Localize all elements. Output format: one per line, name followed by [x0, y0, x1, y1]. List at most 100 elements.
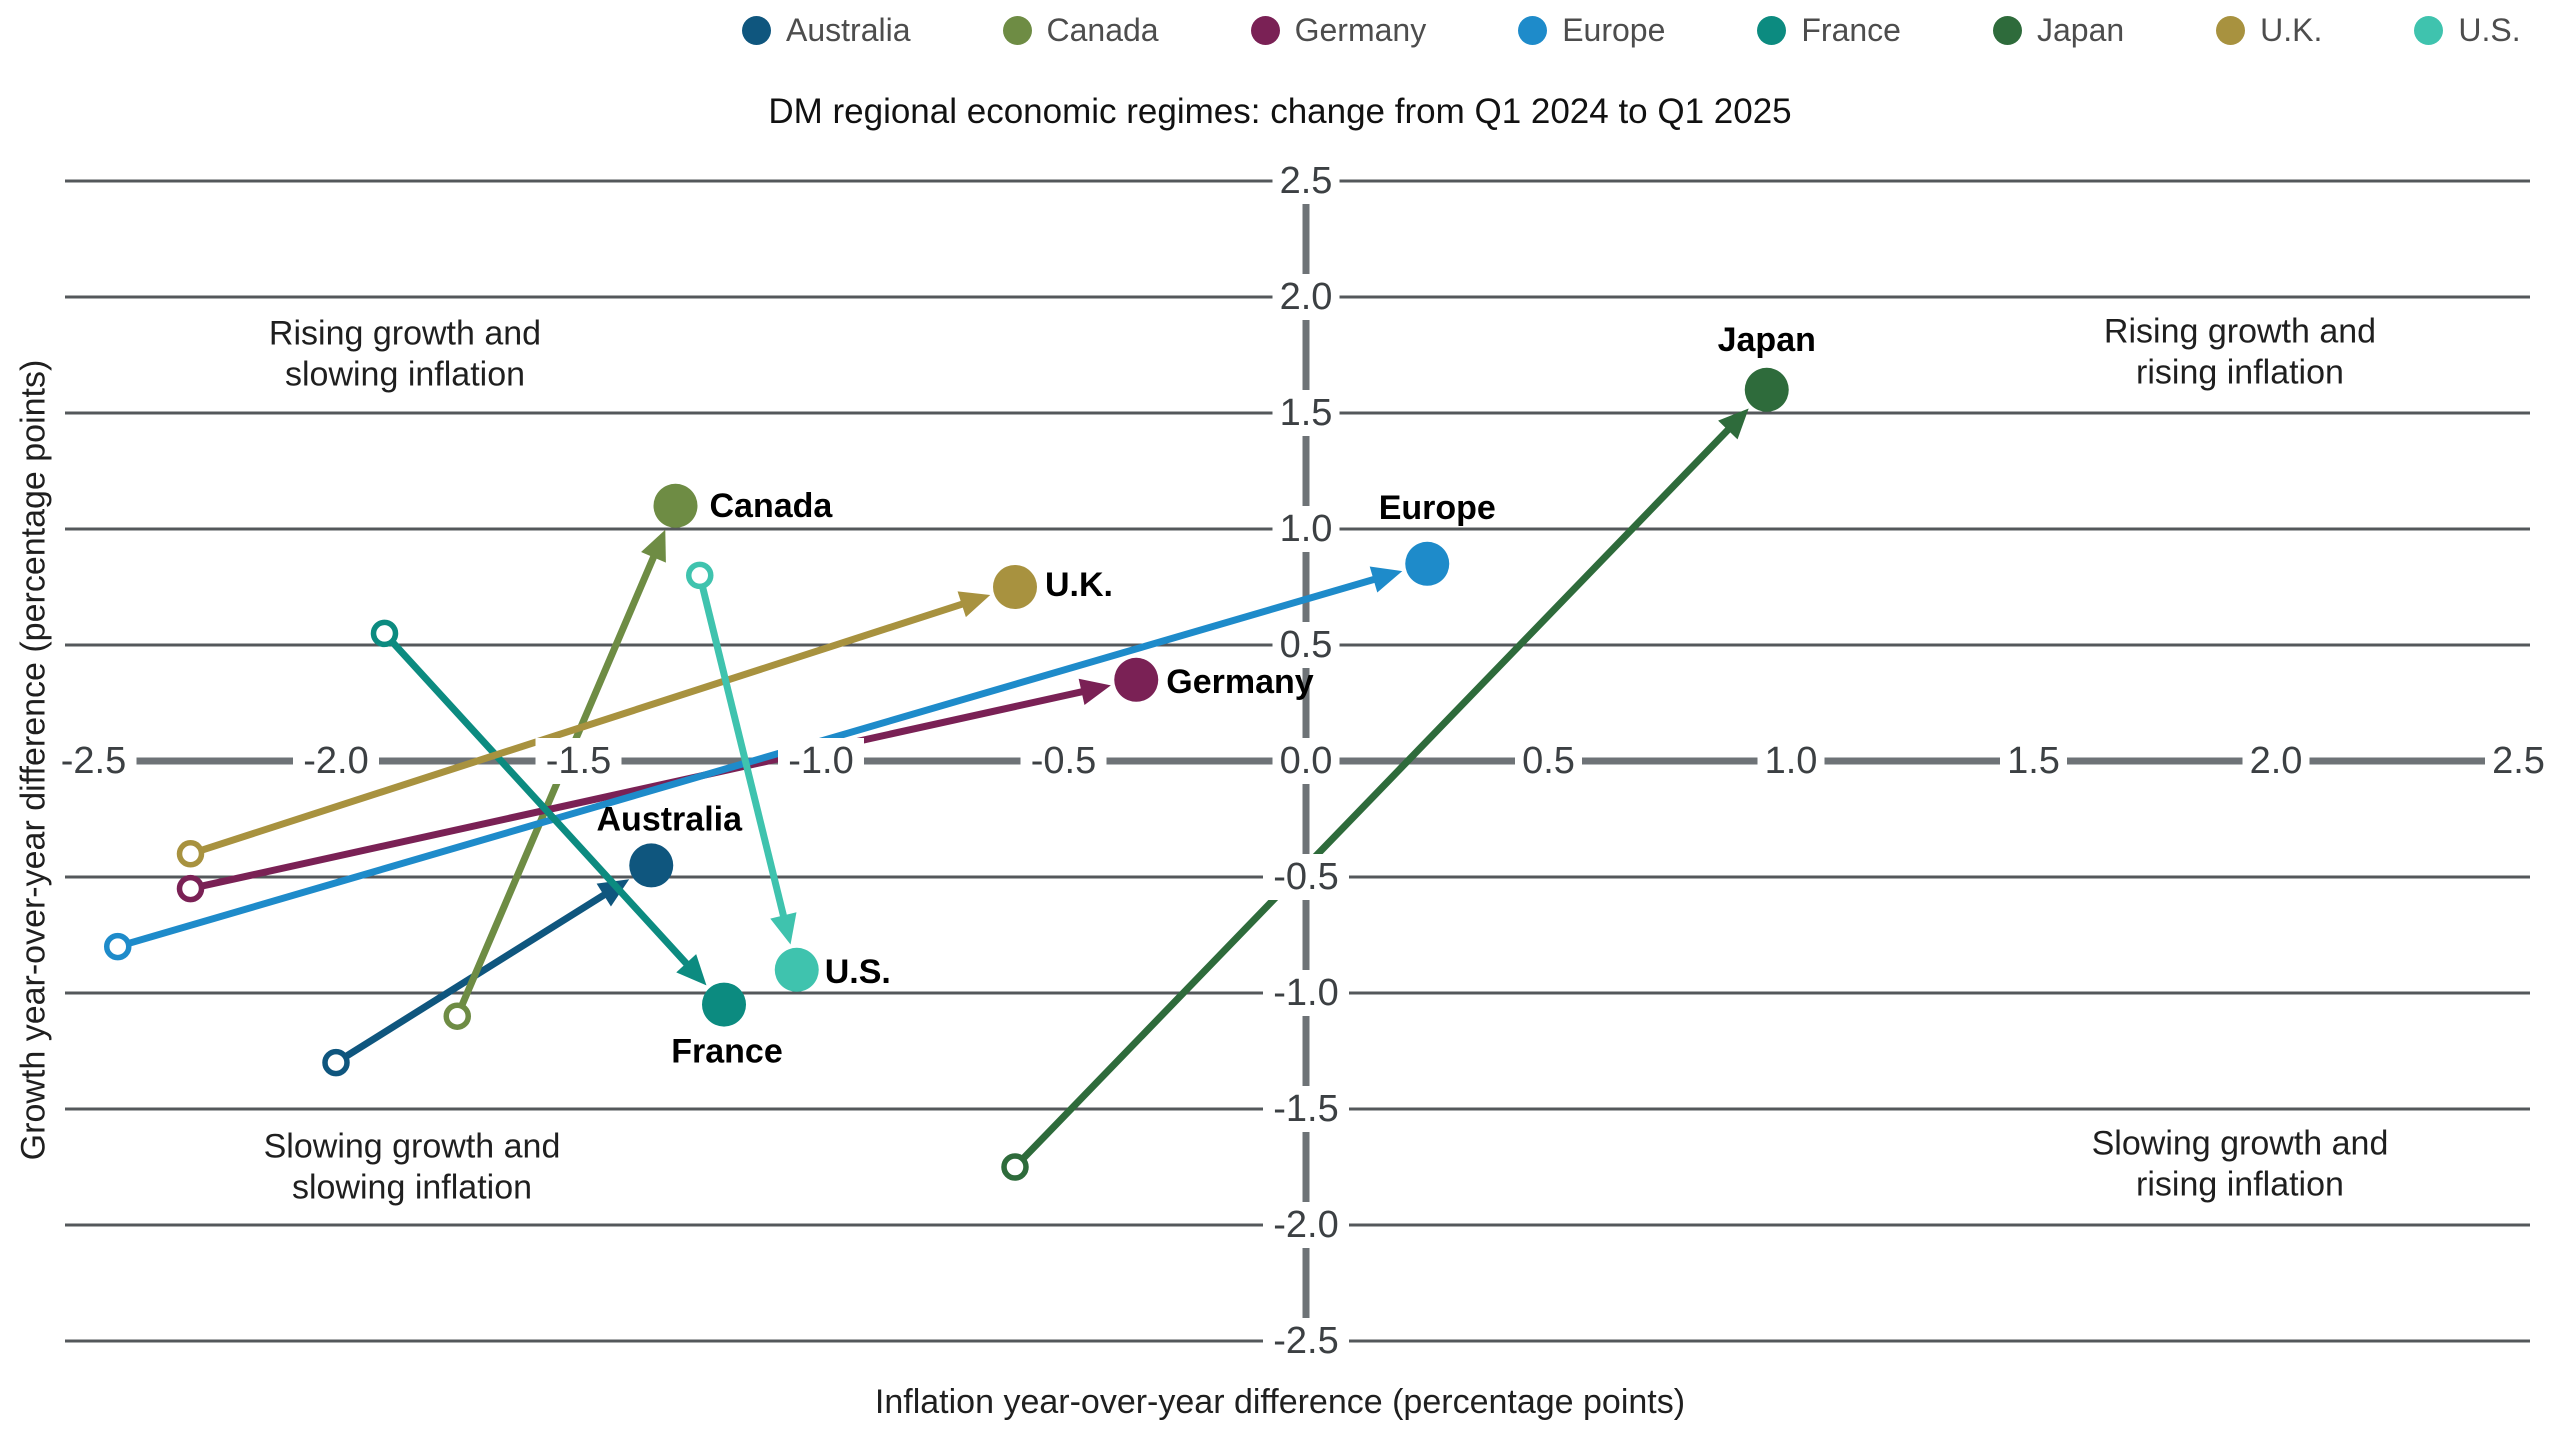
series-arrow-line-japan	[1012, 423, 1735, 1170]
legend-dot-icon	[742, 16, 771, 45]
x-tick-label-bg	[2485, 738, 2552, 784]
series-label-japan: Japan	[1718, 321, 1816, 359]
series-label-uk: U.K.	[1045, 566, 1113, 604]
series-arrowhead-uk	[957, 591, 991, 618]
series-label-germany: Germany	[1166, 663, 1313, 701]
point-australia-start	[322, 1048, 350, 1077]
y-tick-label-bg	[1272, 158, 1340, 204]
legend-dot-icon	[1002, 16, 1032, 45]
legend-label: France	[1801, 12, 1901, 48]
legend-label: U.S.	[2458, 12, 2521, 48]
y-tick-label-bg	[1272, 390, 1340, 436]
point-europe-start	[104, 932, 132, 961]
y-tick-label: -2.0	[1273, 1204, 1338, 1246]
x-tick-label-bg	[2000, 738, 2067, 784]
y-tick-label-bg	[1272, 622, 1340, 668]
x-tick-label: 1.0	[1765, 740, 1818, 782]
x-tick-label: 2.5	[2492, 740, 2545, 782]
y-tick-label: -0.5	[1273, 856, 1338, 898]
quadrant-label-top-left: Rising growth and slowing inflation	[269, 314, 541, 397]
x-tick-label: -2.0	[303, 740, 368, 782]
legend-dot-icon	[1992, 16, 2022, 45]
quadrant-label-top-right: Rising growth and rising inflation	[2104, 312, 2376, 395]
legend-label: Canada	[1046, 12, 1159, 48]
y-tick-label: 1.5	[1280, 392, 1333, 434]
series-arrowhead-us	[770, 912, 797, 945]
series-arrow-line-germany	[189, 687, 1089, 893]
series-label-canada: Canada	[710, 487, 834, 525]
legend-dot-icon	[1250, 16, 1280, 45]
x-tick-label-bg	[2242, 738, 2310, 784]
x-tick-label: -2.5	[61, 740, 126, 782]
x-tick-label: -0.5	[1031, 740, 1096, 782]
legend-dot-icon	[1518, 16, 1548, 45]
y-tick-label-bg	[1272, 506, 1340, 552]
series-arrowhead-europe	[1369, 566, 1403, 593]
x-tick-label-bg	[293, 738, 379, 784]
series-arrowhead-australia	[596, 879, 630, 907]
legend-item-us: U.S.	[2414, 12, 2521, 49]
legend-label: Germany	[1294, 12, 1427, 48]
legend-item-canada: Canada	[1002, 12, 1159, 49]
point-us-end	[774, 947, 819, 992]
x-tick-label-bg	[778, 738, 864, 784]
quadrant-label-line: Rising growth and	[268, 314, 542, 353]
point-germany-end	[1114, 657, 1159, 702]
y-tick-label-bg	[1263, 970, 1349, 1016]
point-france-start	[370, 619, 399, 648]
y-tick-label-bg	[1263, 1318, 1349, 1364]
point-canada-end	[653, 483, 698, 528]
point-europe-end	[1405, 541, 1450, 586]
y-axis-title: Growth year-over-year difference (percen…	[14, 359, 53, 1161]
y-tick-label-bg	[1263, 1086, 1349, 1132]
y-tick-label-bg	[1263, 1202, 1349, 1248]
series-arrowhead-japan	[1718, 408, 1749, 440]
x-tick-label: -1.0	[788, 740, 853, 782]
series-label-france: France	[671, 1033, 783, 1071]
x-tick-label: 1.5	[2007, 740, 2060, 782]
chart-title: DM regional economic regimes: change fro…	[768, 92, 1792, 131]
y-tick-label: 2.5	[1280, 160, 1333, 202]
x-tick-label: 0.5	[1522, 740, 1575, 782]
legend-dot-icon	[1757, 16, 1787, 45]
x-tick-label-bg	[535, 738, 622, 784]
series-label-us: U.S.	[825, 953, 891, 991]
point-uk-start	[176, 840, 205, 868]
x-tick-label-bg	[1515, 738, 1582, 784]
y-tick-label: -1.0	[1273, 972, 1338, 1014]
x-tick-label-bg	[1757, 738, 1825, 784]
point-canada-start	[443, 1002, 471, 1030]
quadrant-label-bottom-left: Slowing growth and slowing inflation	[264, 1127, 561, 1210]
legend-item-france: France	[1757, 12, 1901, 49]
quadrant-label-line: Slowing growth and	[263, 1127, 561, 1166]
point-uk-end	[993, 565, 1037, 609]
series-arrowhead-germany	[1078, 678, 1111, 706]
legend-item-europe: Europe	[1518, 12, 1665, 49]
x-tick-label-bg	[50, 738, 137, 784]
y-tick-label: 0.5	[1280, 624, 1333, 666]
legend-dot-icon	[2216, 16, 2246, 45]
series-arrow-line-france	[381, 631, 693, 971]
series-arrowhead-canada	[641, 529, 666, 563]
series-label-australia: Australia	[597, 800, 744, 838]
legend-item-australia: Australia	[742, 12, 911, 49]
quadrant-label-line: Slowing growth and	[2091, 1124, 2389, 1163]
legend-item-germany: Germany	[1250, 12, 1427, 49]
x-axis-title: Inflation year-over-year difference (per…	[874, 1383, 1686, 1421]
quadrant-label-line: rising inflation	[2136, 1166, 2344, 1204]
legend-label: U.K.	[2260, 12, 2323, 48]
legend-dot-icon	[2414, 16, 2444, 45]
y-tick-label-bg	[1272, 274, 1340, 320]
y-tick-label: 1.0	[1280, 508, 1333, 550]
point-france-end	[702, 982, 746, 1027]
y-tick-label: -2.5	[1273, 1320, 1338, 1362]
legend-label: Japan	[2036, 12, 2125, 48]
quadrant-label-bottom-right: Slowing growth and rising inflation	[2092, 1124, 2389, 1207]
y-tick-label: 2.0	[1280, 276, 1333, 318]
legend-item-uk: U.K.	[2216, 12, 2322, 49]
y-tick-label: -1.5	[1273, 1088, 1338, 1130]
point-us-start	[686, 561, 714, 590]
chart-legend: Australia Canada Germany Europe France Japan U…	[742, 12, 2521, 49]
